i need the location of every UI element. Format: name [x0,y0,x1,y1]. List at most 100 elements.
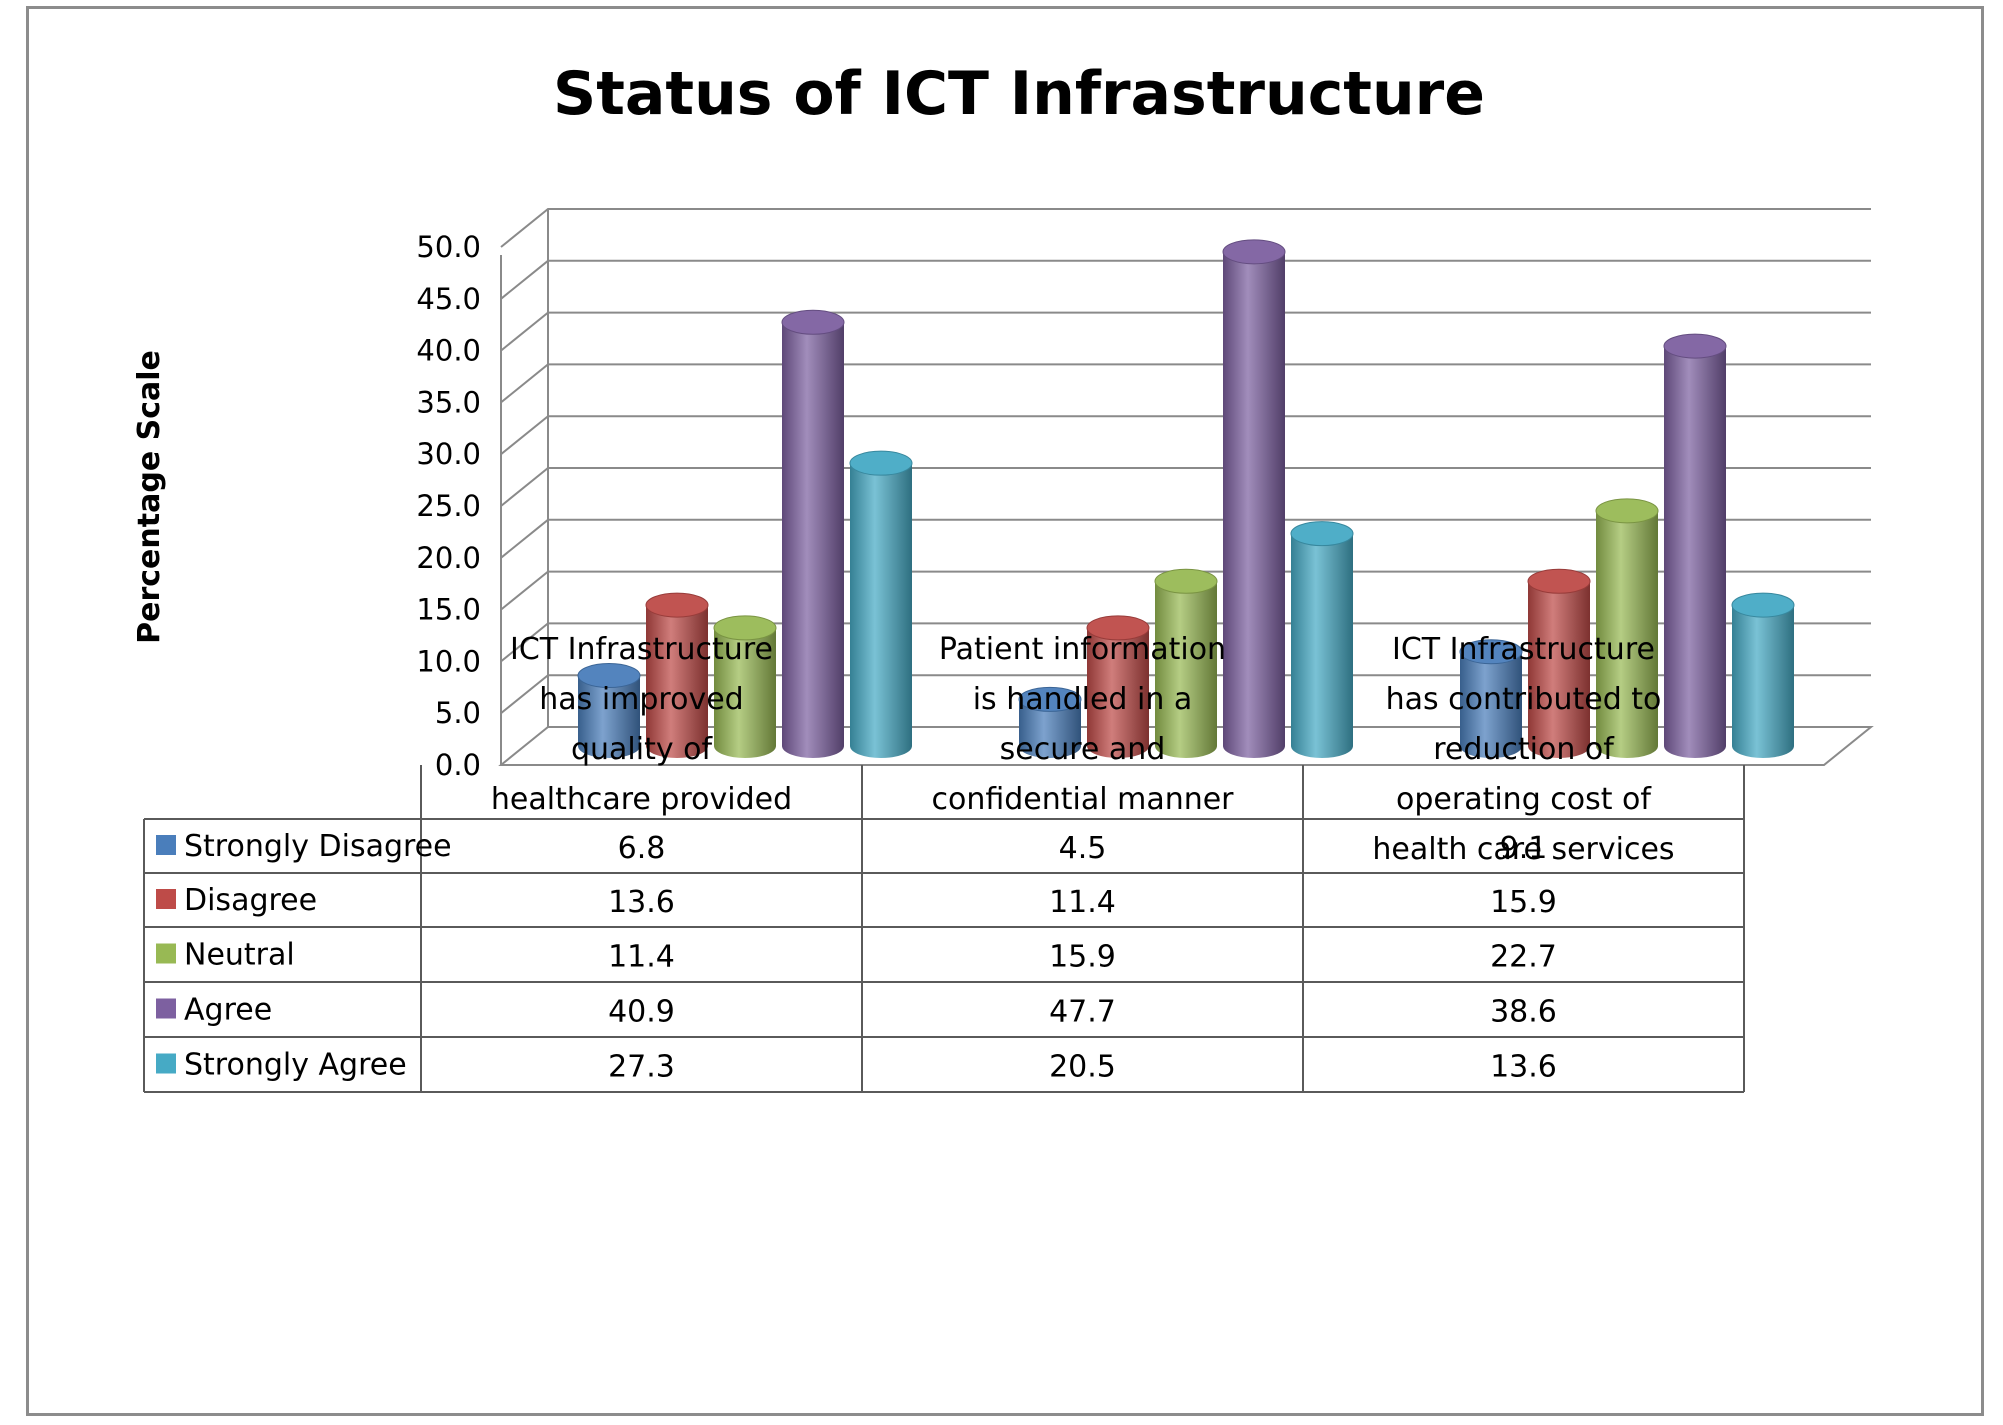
bar-top [1459,639,1523,665]
data-label: 13.6 [1490,1050,1557,1085]
bar-neutral [713,615,777,758]
data-label: 15.9 [1049,940,1116,975]
y-tick-label: 40.0 [416,334,481,368]
y-tick-label: 0.0 [435,748,481,782]
gridline [500,259,1871,300]
data-label: 13.6 [608,885,675,920]
legend-key [156,943,176,964]
bars [577,239,1795,758]
bar-agree [781,309,845,758]
bar-strongly-disagree [1459,639,1523,758]
bar-neutral [1595,498,1659,758]
legend-label: Agree [184,993,272,1028]
legend-key [156,835,176,855]
chart-title: Status of ICT Infrastructure [553,59,1485,129]
bar-body [1460,651,1522,758]
data-label: 9.1 [1500,831,1548,866]
category-label: operating cost of [1396,782,1652,817]
bar-body [1596,510,1658,758]
bar-body [714,627,776,758]
category-label: is handled in a [973,682,1193,717]
bar-top [1663,333,1727,359]
bar-strongly-disagree [577,663,641,758]
bar-disagree [1527,568,1591,758]
data-table: ICT Infrastructure has improved quality of… [143,632,1745,1093]
y-tick-label: 20.0 [416,541,481,575]
bar-agree [1222,239,1286,758]
legend-key [156,998,176,1019]
bar-body [1155,581,1217,758]
bar-top [1018,686,1082,712]
category-label: healthcare provided [491,782,792,817]
category-label: ICT Infrastructure [510,632,773,667]
bar-body [1087,627,1149,758]
bar-body [782,322,844,758]
bar-body [646,605,708,758]
chart-svg: Status of ICT Infrastructure Percentage … [132,59,1874,1093]
bar-top [849,450,913,476]
legend-label: Neutral [184,938,295,973]
bar-top [1595,498,1659,524]
bar-top [1527,568,1591,594]
bar-body [1291,533,1353,758]
y-axis-label: Percentage Scale [132,350,167,644]
y-tick-label: 50.0 [416,230,481,264]
category-label: health care services [1372,832,1674,867]
bar-strongly-agree [1290,521,1354,758]
data-label: 38.6 [1490,995,1557,1030]
bar-disagree [1086,615,1150,758]
data-label: 40.9 [608,995,675,1030]
y-tick-label: 35.0 [416,385,481,419]
bar-body [1528,581,1590,758]
y-tick-label: 15.0 [416,593,481,627]
y-tick-label: 5.0 [435,696,481,730]
bar-body [1019,699,1081,758]
bar-top [1222,239,1286,265]
legend-label: Disagree [184,883,317,918]
legend-key [156,889,176,909]
bar-disagree [645,592,709,758]
bar-body [1664,346,1726,758]
data-label: 4.5 [1059,831,1107,866]
bar-top [713,615,777,641]
chart-floor [498,726,1874,766]
bar-strongly-agree [1731,592,1795,758]
y-tick-label: 30.0 [416,437,481,471]
bar-top [1154,568,1218,594]
category-label: Patient information [939,632,1226,667]
bar-top [781,309,845,335]
data-label: 20.5 [1049,1050,1116,1085]
gridline [500,208,1871,248]
bar-strongly-disagree [1018,686,1082,758]
data-label: 11.4 [1049,885,1116,920]
legend-label: Strongly Disagree [184,829,452,864]
category-label: reduction of [1433,732,1615,767]
data-label: 27.3 [608,1050,675,1085]
bar-body [850,463,912,758]
data-label: 22.7 [1490,940,1557,975]
bar-body [578,675,640,758]
y-tick-label: 25.0 [416,489,481,523]
data-label: 15.9 [1490,885,1557,920]
bar-top [1086,615,1150,641]
data-label: 6.8 [618,831,666,866]
gridlines [498,208,1874,766]
bar-agree [1663,333,1727,758]
bar-top [645,592,709,618]
category-label: has improved [539,682,743,717]
y-tick-label: 45.0 [416,282,481,316]
bar-top [1290,521,1354,547]
category-label: secure and [1000,732,1166,767]
data-label: 47.7 [1049,995,1116,1030]
y-tick-labels: 0.0 5.0 10.0 15.0 20.0 25.0 30.0 35.0 40.0 45.0 50… [416,230,481,782]
chart-frame: Status of ICT Infrastructure Percentage … [26,6,1984,1416]
bar-body [1732,605,1794,758]
bar-top [1731,592,1795,618]
data-label: 11.4 [608,940,675,975]
bar-body [1223,251,1285,758]
bar-strongly-agree [849,450,913,758]
category-label: confidential manner [931,782,1234,817]
y-tick-label: 10.0 [416,644,481,678]
legend-key [156,1053,176,1074]
bar-neutral [1154,568,1218,758]
